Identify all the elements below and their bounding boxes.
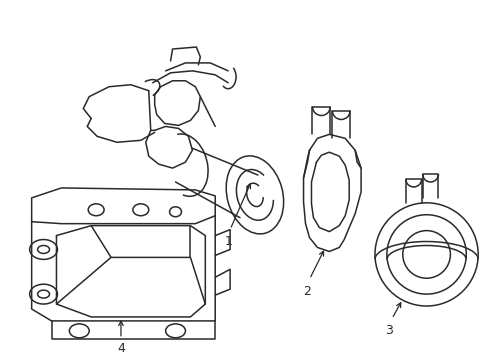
Text: 4: 4 [117, 342, 124, 355]
Text: 1: 1 [224, 235, 232, 248]
Text: 3: 3 [384, 324, 392, 337]
Text: 2: 2 [303, 285, 311, 298]
